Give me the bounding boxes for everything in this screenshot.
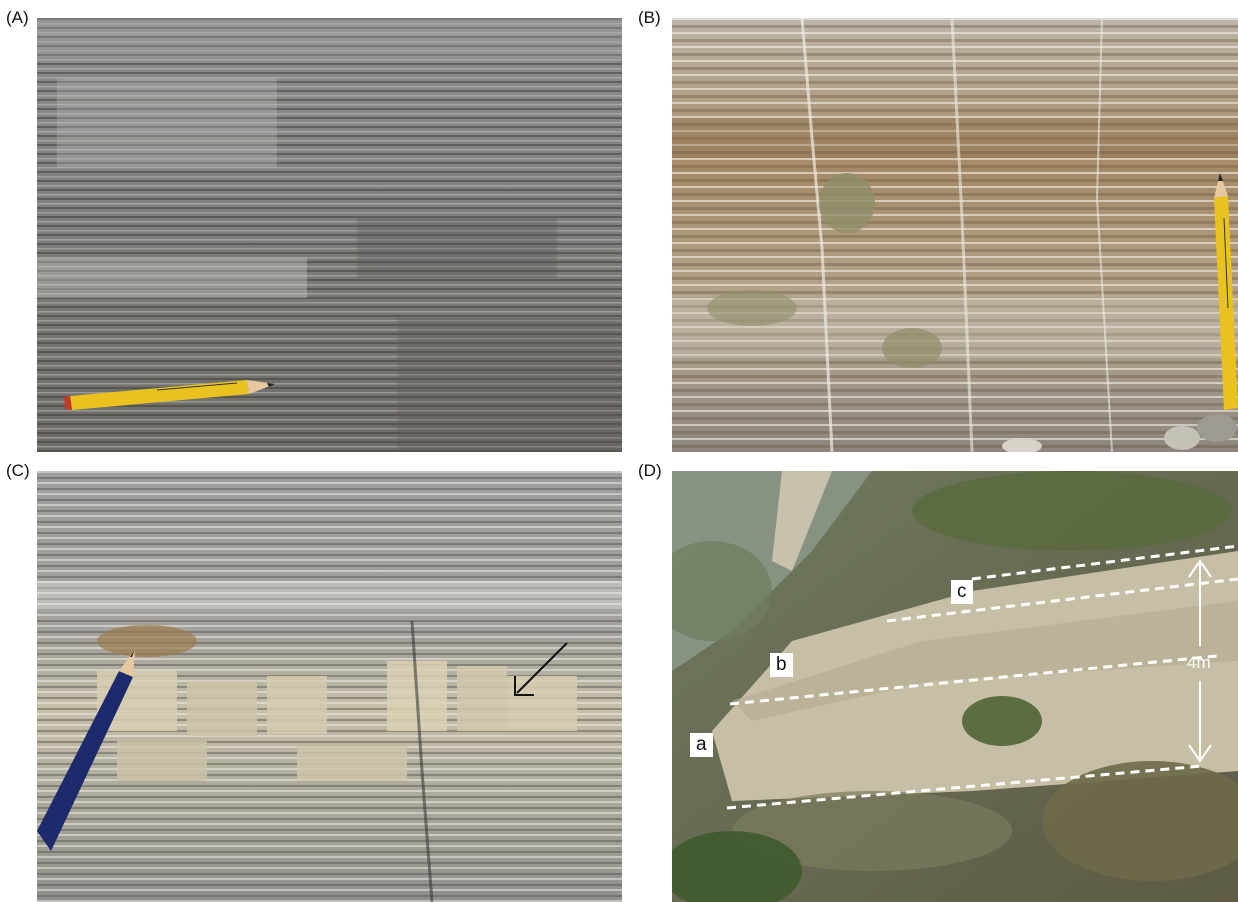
arrow-marker-c (514, 642, 568, 696)
pencil-yellow-a (64, 380, 275, 410)
panel-label-b: (B) (638, 8, 661, 27)
panel-label-d: (D) (638, 461, 662, 480)
photo-panel-d: c b a 4m (672, 471, 1238, 902)
scale-label: 4m (1187, 653, 1211, 672)
panel-label-a: (A) (6, 8, 29, 27)
unit-label-b: b (770, 653, 793, 677)
photo-panel-a (37, 18, 622, 452)
photo-panel-c (37, 471, 622, 902)
pencil-yellow-b (1214, 173, 1238, 410)
photo-panel-b (672, 18, 1238, 452)
unit-label-c: c (951, 580, 973, 604)
panel-label-c: (C) (6, 461, 30, 480)
unit-label-a: a (690, 733, 713, 757)
pencil-blue-c (37, 649, 135, 851)
scale-arrow (1188, 559, 1212, 763)
unit-boundaries (726, 544, 1238, 810)
